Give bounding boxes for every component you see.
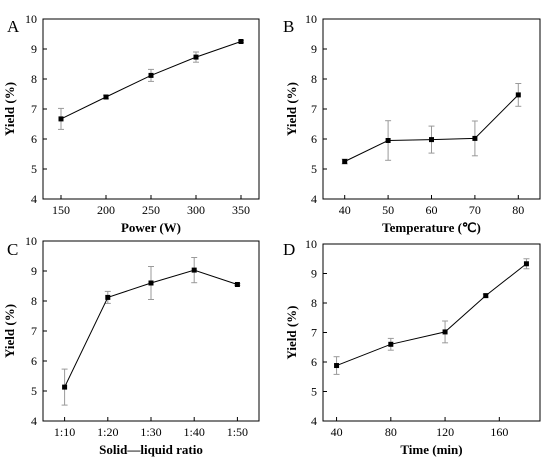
y-tick-label: 8 [311, 296, 317, 310]
data-point [334, 363, 340, 369]
x-tick-label: 1:10 [54, 425, 75, 439]
series-line [336, 263, 527, 367]
y-tick-label: 8 [311, 72, 317, 86]
y-tick-label: 10 [25, 12, 37, 26]
y-tick-label: 4 [31, 192, 37, 206]
x-tick-label: 250 [142, 203, 160, 217]
y-tick-label: 10 [305, 237, 317, 251]
data-point [472, 135, 478, 141]
data-point [191, 267, 197, 273]
y-tick-label: 10 [25, 234, 37, 248]
data-point [483, 293, 489, 299]
y-tick-label: 7 [311, 326, 317, 340]
y-tick-label: 8 [31, 72, 37, 86]
panel-label: D [283, 240, 295, 259]
x-axis-title: Solid—liquid ratio [99, 442, 203, 457]
y-tick-label: 10 [305, 12, 317, 26]
x-tick-label: 40 [331, 425, 343, 439]
y-axis-title: Yield (%) [284, 82, 299, 136]
y-tick-label: 6 [31, 132, 37, 146]
y-tick-label: 4 [311, 192, 317, 206]
y-tick-label: 4 [31, 414, 37, 428]
panel-c: C 4 5 6 7 8 9 10 1:10 1:20 1:30 1:40 1:50 Solid—liqui… [2, 234, 260, 457]
data-point [103, 94, 109, 100]
data-point [62, 384, 68, 390]
x-tick-label: 80 [512, 203, 524, 217]
data-point [429, 137, 434, 143]
y-tick-label: 9 [31, 264, 37, 278]
x-tick-label: 60 [426, 203, 438, 217]
x-tick-label: 50 [382, 203, 394, 217]
x-tick-label: 1:40 [184, 425, 205, 439]
y-tick-label: 4 [311, 414, 317, 428]
y-tick-label: 7 [31, 102, 37, 116]
data-point [234, 282, 240, 287]
y-tick-label: 7 [311, 102, 317, 116]
data-point [342, 159, 348, 164]
y-axis-title: Yield (%) [284, 305, 299, 359]
y-tick-label: 5 [311, 385, 317, 399]
data-point [238, 39, 244, 44]
plot-frame [322, 18, 541, 200]
x-tick-label: 80 [385, 425, 397, 439]
y-tick-label: 9 [311, 267, 317, 281]
data-point [58, 116, 64, 122]
y-tick-label: 5 [311, 162, 317, 176]
y-tick-label: 7 [31, 324, 37, 338]
x-tick-label: 70 [469, 203, 481, 217]
x-axis-title: Temperature (℃) [382, 220, 481, 235]
x-tick-label: 1:50 [227, 425, 248, 439]
y-tick-label: 6 [311, 132, 317, 146]
x-tick-label: 40 [339, 203, 351, 217]
y-axis-title: Yield (%) [2, 82, 17, 136]
panel-label: B [283, 17, 294, 36]
y-tick-label: 6 [311, 355, 317, 369]
data-point [523, 261, 529, 267]
data-point [105, 294, 111, 300]
x-tick-label: 300 [187, 203, 205, 217]
data-point [148, 280, 154, 286]
y-tick-label: 5 [31, 384, 37, 398]
panel-label: C [7, 240, 18, 259]
data-point [388, 341, 394, 347]
x-tick-label: 120 [436, 425, 454, 439]
x-axis-title: Time (min) [400, 442, 462, 457]
y-tick-label: 9 [31, 42, 37, 56]
y-tick-label: 9 [311, 42, 317, 56]
x-tick-label: 350 [232, 203, 250, 217]
y-tick-label: 5 [31, 162, 37, 176]
x-tick-label: 1:30 [140, 425, 161, 439]
data-point [148, 72, 154, 78]
data-point [515, 92, 521, 98]
panel-d: D 4 5 6 7 8 9 10 40 80 120 160 Time (min) Yield (%) [283, 237, 541, 457]
panel-a: A 4 5 6 7 8 9 10 150 200 250 300 350 Power (W) Yield (… [2, 12, 260, 235]
data-point [385, 138, 391, 143]
panel-label: A [7, 17, 20, 36]
x-tick-label: 150 [52, 203, 70, 217]
y-axis-title: Yield (%) [2, 304, 17, 358]
panel-b: B 4 5 6 7 8 9 10 40 50 60 70 80 Temperature (℃) Yield … [283, 12, 541, 235]
y-tick-label: 8 [31, 294, 37, 308]
x-axis-title: Power (W) [121, 220, 181, 235]
data-point [193, 54, 199, 60]
data-point [442, 329, 448, 335]
x-tick-label: 1:20 [97, 425, 118, 439]
x-tick-label: 200 [97, 203, 115, 217]
plot-frame [322, 243, 541, 422]
x-tick-label: 160 [490, 425, 508, 439]
y-tick-label: 6 [31, 354, 37, 368]
